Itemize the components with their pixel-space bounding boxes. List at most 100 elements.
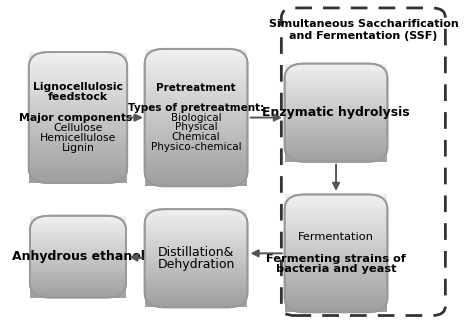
Bar [29,155,127,157]
Bar [145,57,247,58]
Bar [29,107,127,108]
Bar [30,258,126,259]
Bar [30,255,126,256]
Bar [145,82,247,83]
Bar [285,306,387,308]
Bar [29,95,127,97]
Bar [145,150,247,152]
Bar [285,126,387,127]
Bar [29,55,127,56]
Bar [285,278,387,279]
Bar [145,280,247,281]
Bar [29,80,127,81]
Bar [29,102,127,103]
Bar [285,202,387,203]
Bar [29,174,127,175]
Bar [285,148,387,149]
Bar [285,84,387,85]
Bar [29,129,127,131]
Bar [145,127,247,129]
Bar [29,117,127,119]
Bar [285,310,387,311]
Bar [285,135,387,136]
Bar [30,262,126,263]
Bar [29,94,127,95]
Text: Types of pretreatment:: Types of pretreatment: [128,103,264,113]
Bar [285,144,387,145]
Bar [30,293,126,294]
Bar [145,213,247,214]
Bar [29,120,127,121]
Bar [145,221,247,222]
Bar [145,269,247,270]
Text: bacteria and yeast: bacteria and yeast [276,264,396,275]
FancyBboxPatch shape [285,64,387,162]
Bar [29,133,127,135]
Bar [145,249,247,250]
Bar [30,252,126,253]
Bar [30,284,126,285]
Bar [145,51,247,53]
Bar [29,181,127,182]
Bar [30,296,126,297]
Bar [30,294,126,295]
Bar [145,282,247,283]
Bar [145,135,247,137]
Bar [29,81,127,82]
Bar [145,255,247,256]
Bar [145,211,247,212]
Bar [285,76,387,77]
FancyBboxPatch shape [145,49,247,186]
Bar [285,298,387,299]
Bar [285,152,387,153]
Bar [285,102,387,103]
Bar [285,232,387,233]
Bar [145,275,247,276]
Text: Simultaneous Saccharification
and Fermentation (SSF): Simultaneous Saccharification and Fermen… [269,19,458,41]
Bar [29,56,127,57]
Bar [285,134,387,135]
Bar [29,171,127,173]
Bar [145,74,247,75]
Bar [145,264,247,265]
Bar [29,59,127,60]
Bar [145,286,247,287]
Bar [285,238,387,239]
Bar [30,231,126,232]
Bar [29,170,127,171]
Bar [285,161,387,162]
Bar [145,233,247,234]
FancyBboxPatch shape [145,49,247,186]
Bar [285,133,387,134]
Bar [30,216,126,217]
Bar [145,223,247,224]
Bar [285,271,387,272]
Bar [285,64,387,65]
Bar [29,61,127,63]
Bar [145,112,247,114]
Bar [285,125,387,126]
Bar [145,219,247,220]
Bar [145,235,247,236]
Bar [30,282,126,283]
Bar [285,248,387,250]
Bar [145,222,247,223]
Bar [285,224,387,225]
Bar [145,153,247,155]
Bar [285,252,387,253]
Bar [285,78,387,79]
Bar [145,244,247,245]
Bar [145,257,247,258]
Bar [285,194,387,196]
Bar [285,88,387,89]
Bar [145,305,247,306]
Text: Enzymatic hydrolysis: Enzymatic hydrolysis [262,106,410,119]
Bar [145,157,247,159]
Bar [29,73,127,74]
Bar [29,173,127,174]
Bar [145,161,247,163]
Bar [145,155,247,156]
Bar [145,252,247,253]
Bar [29,162,127,163]
Bar [145,236,247,237]
